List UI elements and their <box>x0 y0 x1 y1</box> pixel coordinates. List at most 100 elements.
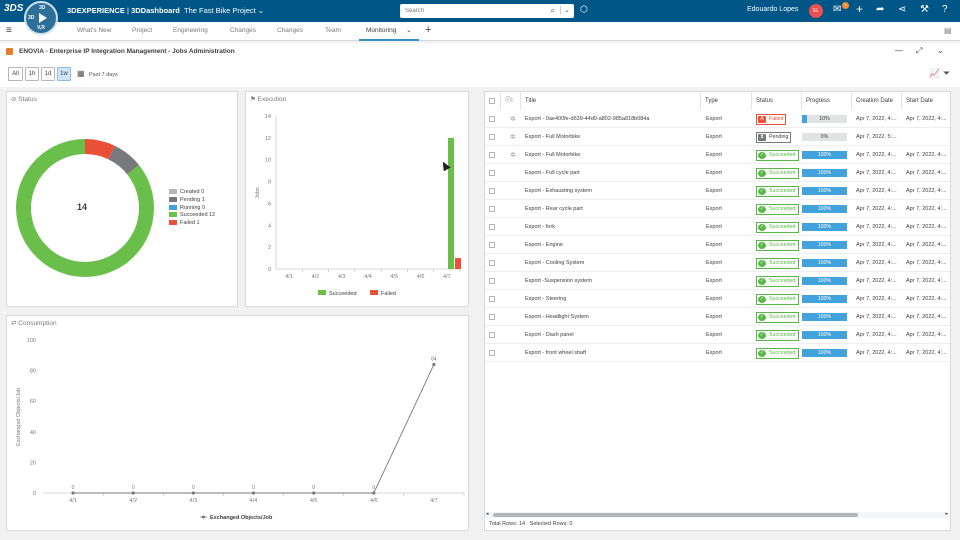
row-checkbox[interactable] <box>489 116 495 122</box>
tab-changes-1[interactable]: Changes <box>230 27 257 34</box>
filter-1h-button[interactable]: 1h <box>25 67 39 81</box>
info-icon[interactable]: ⓘ <box>505 98 512 104</box>
notification-badge: 7 <box>842 2 849 9</box>
status-legend-item[interactable]: Succeeded 12 <box>169 212 215 218</box>
tab-project[interactable]: Project <box>132 27 153 34</box>
header-progress[interactable]: Progress <box>802 92 852 110</box>
select-all-checkbox[interactable] <box>489 98 495 104</box>
tab-engineering[interactable]: Engineering <box>173 27 208 34</box>
header-start-date[interactable]: Start Date <box>902 92 950 110</box>
progress-label: 0% <box>820 134 829 140</box>
tab-whats-new[interactable]: What's New <box>77 27 112 34</box>
top-bar: 3DS 3D 3D V,R 3DEXPERIENCE | 3DDashboard… <box>0 0 960 35</box>
row-checkbox[interactable] <box>489 278 495 284</box>
row-checkbox[interactable] <box>489 152 495 158</box>
maximize-icon[interactable]: ⤢ <box>916 46 923 55</box>
row-checkbox[interactable] <box>489 260 495 266</box>
search-icon[interactable]: ⌕ <box>550 6 555 15</box>
tab-team[interactable]: Team <box>325 27 341 34</box>
search-options-chevron-icon[interactable]: ⌄ <box>560 6 570 14</box>
filter-1w-button[interactable]: 1w <box>57 67 71 81</box>
add-icon[interactable]: + <box>856 2 864 16</box>
legend-swatch <box>169 220 177 226</box>
table-row[interactable]: Export - Full cycle part Export ✓ Succeeded… <box>485 164 950 182</box>
chart-toggle-icon[interactable]: 📈 <box>929 68 941 78</box>
tab-chevron-down-icon[interactable]: ⌄ <box>406 27 412 34</box>
filter-1d-button[interactable]: 1d <box>41 67 55 81</box>
minimize-icon[interactable]: — <box>895 46 903 55</box>
progress-label: 100% <box>817 314 832 320</box>
cell-type: Export <box>706 260 722 266</box>
scroll-right-icon[interactable]: ▸ <box>945 511 948 517</box>
header-creation-date[interactable]: Creation Date <box>852 92 902 110</box>
row-checkbox[interactable] <box>489 134 495 140</box>
table-row[interactable]: Export - Steering Export ✓ Succeeded 100% Apr… <box>485 290 950 308</box>
x-tick-label: 4/2 <box>312 274 320 280</box>
cell-type: Export <box>706 314 722 320</box>
table-row[interactable]: Export - Rear cycle part Export ✓ Succeeded… <box>485 200 950 218</box>
table-row[interactable]: ✲ Export - Full Motorbike Export ⧗ Pending 0%… <box>485 128 950 146</box>
progress-label: 100% <box>817 242 832 248</box>
y-tick-label: 14 <box>265 114 271 120</box>
compass-tools-icon[interactable]: ⚒ <box>920 4 929 15</box>
app-title[interactable]: 3DEXPERIENCE | 3DDashboard The Fast Bike… <box>67 6 264 15</box>
row-checkbox[interactable] <box>489 314 495 320</box>
table-row[interactable]: Export - fork Export ✓ Succeeded 100% Apr 7, … <box>485 218 950 236</box>
share-icon[interactable]: ➦ <box>876 4 885 15</box>
table-row[interactable]: ✲ Export - 0ae400fe-d639-44d0-a802-985a81… <box>485 110 950 128</box>
table-row[interactable]: Export - Dash panel Export ✓ Succeeded 100% A… <box>485 326 950 344</box>
scrollbar-thumb[interactable] <box>493 513 858 517</box>
help-icon[interactable]: ? <box>942 4 948 15</box>
filter-funnel-icon[interactable]: ⏷ <box>943 68 951 78</box>
avatar[interactable]: EL <box>809 4 823 18</box>
tag-icon[interactable]: ⬡ <box>580 4 588 14</box>
grid-horizontal-scrollbar[interactable]: ◂ ▸ <box>485 511 950 518</box>
add-tab-icon[interactable]: + <box>425 24 432 36</box>
table-row[interactable]: Export - Cooling System Export ✓ Succeeded 1… <box>485 254 950 272</box>
filter-all-button[interactable]: All <box>8 67 23 81</box>
header-status[interactable]: Status <box>752 92 802 110</box>
status-legend-item[interactable]: Failed 1 <box>169 220 200 226</box>
row-checkbox[interactable] <box>489 350 495 356</box>
table-row[interactable]: Export - front wheel shaft Export ✓ Succeed… <box>485 344 950 362</box>
status-legend-item[interactable]: Created 0 <box>169 189 204 195</box>
notifications-icon[interactable]: ✉ <box>833 4 842 15</box>
calendar-icon[interactable]: ▦ <box>77 69 85 78</box>
row-checkbox[interactable] <box>489 206 495 212</box>
row-checkbox[interactable] <box>489 242 495 248</box>
table-row[interactable]: Export - Headlight System Export ✓ Succeede… <box>485 308 950 326</box>
cell-type: Export <box>706 152 722 158</box>
cell-title: Export - Dash panel <box>525 332 574 338</box>
table-row[interactable]: Export - Exhausting system Export ✓ Succeed… <box>485 182 950 200</box>
status-legend-item[interactable]: Running 0 <box>169 205 205 211</box>
header-type[interactable]: Type <box>701 92 752 110</box>
tab-changes-2[interactable]: Changes <box>277 27 304 34</box>
row-checkbox[interactable] <box>489 170 495 176</box>
row-checkbox[interactable] <box>489 296 495 302</box>
chat-icon[interactable]: ▤ <box>944 26 952 35</box>
table-row[interactable]: Export - Engine Export ✓ Succeeded 100% Apr 7… <box>485 236 950 254</box>
cell-creation-date: Apr 7, 2022, 4:... <box>856 224 897 230</box>
row-checkbox[interactable] <box>489 332 495 338</box>
social-share-icon[interactable]: ⋖ <box>898 4 907 15</box>
cell-creation-date: Apr 7, 2022, 4:... <box>856 188 897 194</box>
search-input[interactable] <box>400 4 540 18</box>
tab-monitoring[interactable]: Monitoring <box>366 27 397 34</box>
x-tick-label: 4/4 <box>364 274 372 280</box>
table-row[interactable]: Export -Suspension system Export ✓ Succeede… <box>485 272 950 290</box>
username[interactable]: Edouardo Lopes <box>747 6 799 13</box>
row-checkbox[interactable] <box>489 188 495 194</box>
scroll-left-icon[interactable]: ◂ <box>486 511 489 517</box>
y-tick-label: 60 <box>30 399 36 405</box>
row-checkbox[interactable] <box>489 224 495 230</box>
column-settings-icon[interactable]: ⁝ <box>511 98 513 104</box>
info-header: ⓘ⁝ <box>501 92 521 110</box>
status-legend-item[interactable]: Pending 1 <box>169 197 205 203</box>
widget-menu-chevron-icon[interactable]: ⌄ <box>937 46 944 55</box>
cell-type: Export <box>706 296 722 302</box>
header-title[interactable]: Title <box>521 92 701 110</box>
compass-button[interactable]: 3D 3D V,R <box>24 1 58 35</box>
menu-icon[interactable]: ≡ <box>6 25 12 36</box>
x-tick-label: 4/4 <box>250 498 258 504</box>
table-row[interactable]: ✲ Export - Full Motorbike Export ✓ Succeeded… <box>485 146 950 164</box>
